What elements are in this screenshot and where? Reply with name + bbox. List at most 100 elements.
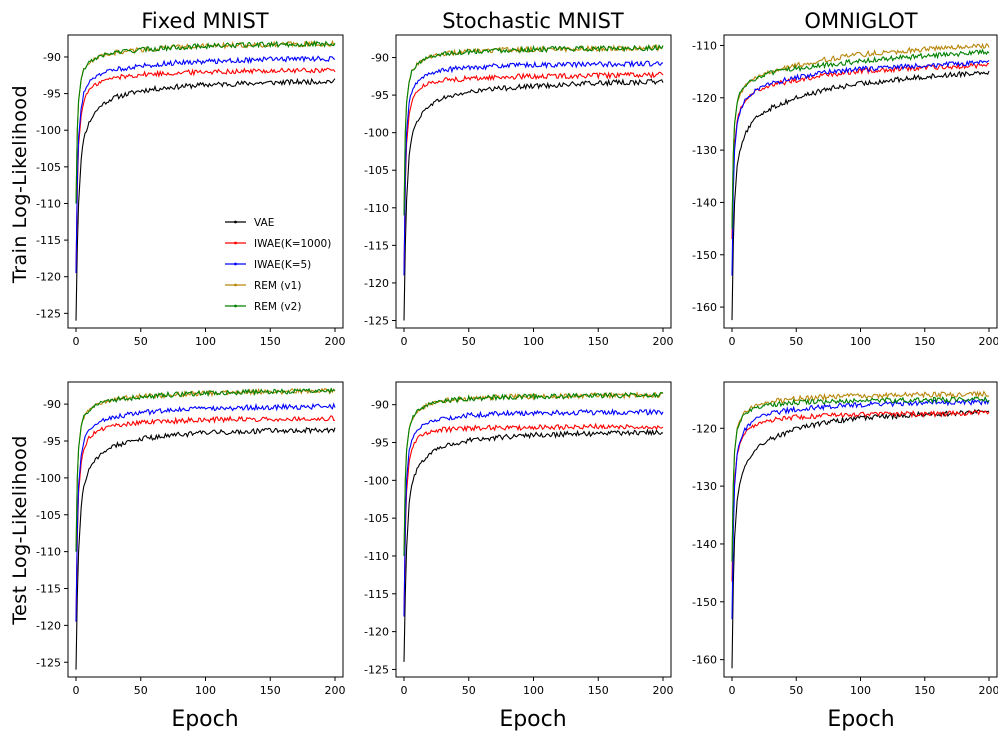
- legend-item-vae: VAE: [225, 217, 274, 229]
- y-tick-label: -140: [692, 538, 717, 551]
- x-tick-label: 200: [325, 335, 346, 348]
- panel-test-fixed-mnist: 0 50 100 150 200 -125 -120 -115 -110 -105 -100 -95 -…: [36, 381, 346, 697]
- series-line-rem-v1: [403, 44, 664, 216]
- legend: VAE IWAE(K=1000) IWAE(K=5) REM (v1) REM …: [225, 217, 331, 313]
- axes-frame: [723, 381, 998, 678]
- legend-label-vae: VAE: [254, 217, 274, 229]
- series-line-rem-v1: [731, 390, 990, 562]
- y-tick-label: -110: [692, 39, 717, 52]
- series-line-rem-v2: [75, 39, 336, 204]
- x-tick-label: 0: [729, 684, 736, 697]
- x-tick-label: 150: [260, 335, 281, 348]
- x-tick-label: 0: [729, 335, 736, 348]
- y-tick-label: -150: [692, 249, 717, 262]
- y-tick-label: -125: [36, 307, 61, 320]
- y-tick-label: -110: [364, 550, 389, 563]
- legend-label-iwae-k1000: IWAE(K=1000): [254, 238, 331, 250]
- series-line-iwae-k-1000: [731, 409, 990, 582]
- y-tick-label: -130: [692, 480, 717, 493]
- y-tick-label: -95: [43, 88, 61, 101]
- panel-train-fixed-mnist: 0 50 100 150 200 -125 -120 -115 -110 -105 -100 -95 -…: [36, 34, 346, 348]
- y-tick-label: -90: [43, 51, 61, 64]
- y-tick-label: -130: [692, 144, 717, 157]
- series-line-rem-v2: [403, 391, 664, 556]
- y-tick-label: -110: [364, 202, 389, 215]
- x-tick-label: 150: [914, 684, 935, 697]
- y-tick-label: -105: [364, 164, 389, 177]
- y-tick-label: -115: [36, 583, 61, 596]
- x-tick-label: 50: [789, 684, 803, 697]
- y-tick-label: -120: [692, 92, 717, 105]
- series-line-rem-v1: [403, 391, 664, 556]
- y-tick-label: -95: [43, 435, 61, 448]
- row-label-train: Train Log-Likelihood: [9, 85, 31, 284]
- x-tick-label: 200: [979, 684, 998, 697]
- y-tick-label: -160: [692, 301, 717, 314]
- series-line-iwae-k-5: [731, 398, 990, 620]
- y-tick-label: -120: [692, 422, 717, 435]
- legend-item-iwae-k1000: IWAE(K=1000): [225, 238, 331, 250]
- y-tick-label: -105: [36, 161, 61, 174]
- x-tick-label: 200: [325, 684, 346, 697]
- x-tick-label: 150: [588, 684, 609, 697]
- series-line-rem-v2: [731, 48, 990, 229]
- series-line-rem-v1: [75, 387, 336, 552]
- series-line-rem-v1: [75, 39, 336, 204]
- x-tick-label: 100: [195, 684, 216, 697]
- y-tick-label: -105: [364, 512, 389, 525]
- legend-item-iwae-k5: IWAE(K=5): [225, 259, 311, 271]
- series-line-iwae-k-5: [75, 55, 336, 274]
- legend-label-rem-v2: REM (v2): [254, 301, 301, 313]
- y-tick-label: -110: [36, 546, 61, 559]
- axes-frame: [395, 34, 672, 329]
- y-tick-label: -115: [364, 588, 389, 601]
- x-tick-label: 50: [134, 335, 148, 348]
- legend-label-iwae-k5: IWAE(K=5): [254, 259, 311, 271]
- series-line-iwae-k-1000: [731, 62, 990, 240]
- x-tick-label: 50: [462, 335, 476, 348]
- x-tick-label: 150: [588, 335, 609, 348]
- x-tick-label: 100: [523, 684, 544, 697]
- series-line-vae: [731, 70, 990, 321]
- y-tick-label: -125: [364, 314, 389, 327]
- x-tick-label: 200: [653, 684, 674, 697]
- x-tick-label: 200: [653, 335, 674, 348]
- row-label-test: Test Log-Likelihood: [9, 435, 31, 626]
- axes-frame: [723, 34, 998, 329]
- y-tick-label: -120: [36, 619, 61, 632]
- series-line-iwae-k-1000: [75, 67, 336, 274]
- x-tick-label: 100: [850, 335, 871, 348]
- y-tick-label: -90: [371, 52, 389, 65]
- y-tick-label: -120: [36, 271, 61, 284]
- y-tick-label: -100: [364, 127, 389, 140]
- y-tick-label: -100: [36, 472, 61, 485]
- series-line-iwae-k-1000: [403, 71, 664, 276]
- x-tick-label: 0: [401, 684, 408, 697]
- y-tick-label: -125: [36, 656, 61, 669]
- x-tick-label: 50: [134, 684, 148, 697]
- x-tick-label: 0: [73, 684, 80, 697]
- x-axis-label-fixed-mnist: Epoch: [171, 707, 238, 731]
- x-tick-label: 50: [789, 335, 803, 348]
- x-tick-label: 200: [979, 335, 998, 348]
- x-tick-label: 100: [523, 335, 544, 348]
- y-tick-label: -125: [364, 663, 389, 676]
- x-tick-label: 150: [914, 335, 935, 348]
- x-tick-label: 0: [401, 335, 408, 348]
- legend-label-rem-v1: REM (v1): [254, 280, 301, 292]
- series-line-iwae-k-1000: [403, 422, 664, 617]
- column-title-stochastic-mnist: Stochastic MNIST: [442, 9, 624, 33]
- series-line-rem-v2: [731, 395, 990, 562]
- series-line-vae: [403, 428, 664, 662]
- panel-test-stochastic-mnist: 0 50 100 150 200 -125 -120 -115 -110 -105 -100 -95 -…: [364, 381, 674, 697]
- y-tick-label: -105: [36, 509, 61, 522]
- series-line-vae: [731, 408, 990, 669]
- series-line-iwae-k-5: [75, 402, 336, 622]
- x-axis-label-omniglot: Epoch: [827, 707, 894, 731]
- y-tick-label: -110: [36, 197, 61, 210]
- series-line-iwae-k-1000: [75, 415, 336, 622]
- legend-item-rem-v2: REM (v2): [225, 301, 301, 313]
- panel-train-stochastic-mnist: 0 50 100 150 200 -125 -120 -115 -110 -105 -100 -95 -…: [364, 34, 674, 348]
- legend-item-rem-v1: REM (v1): [225, 280, 301, 292]
